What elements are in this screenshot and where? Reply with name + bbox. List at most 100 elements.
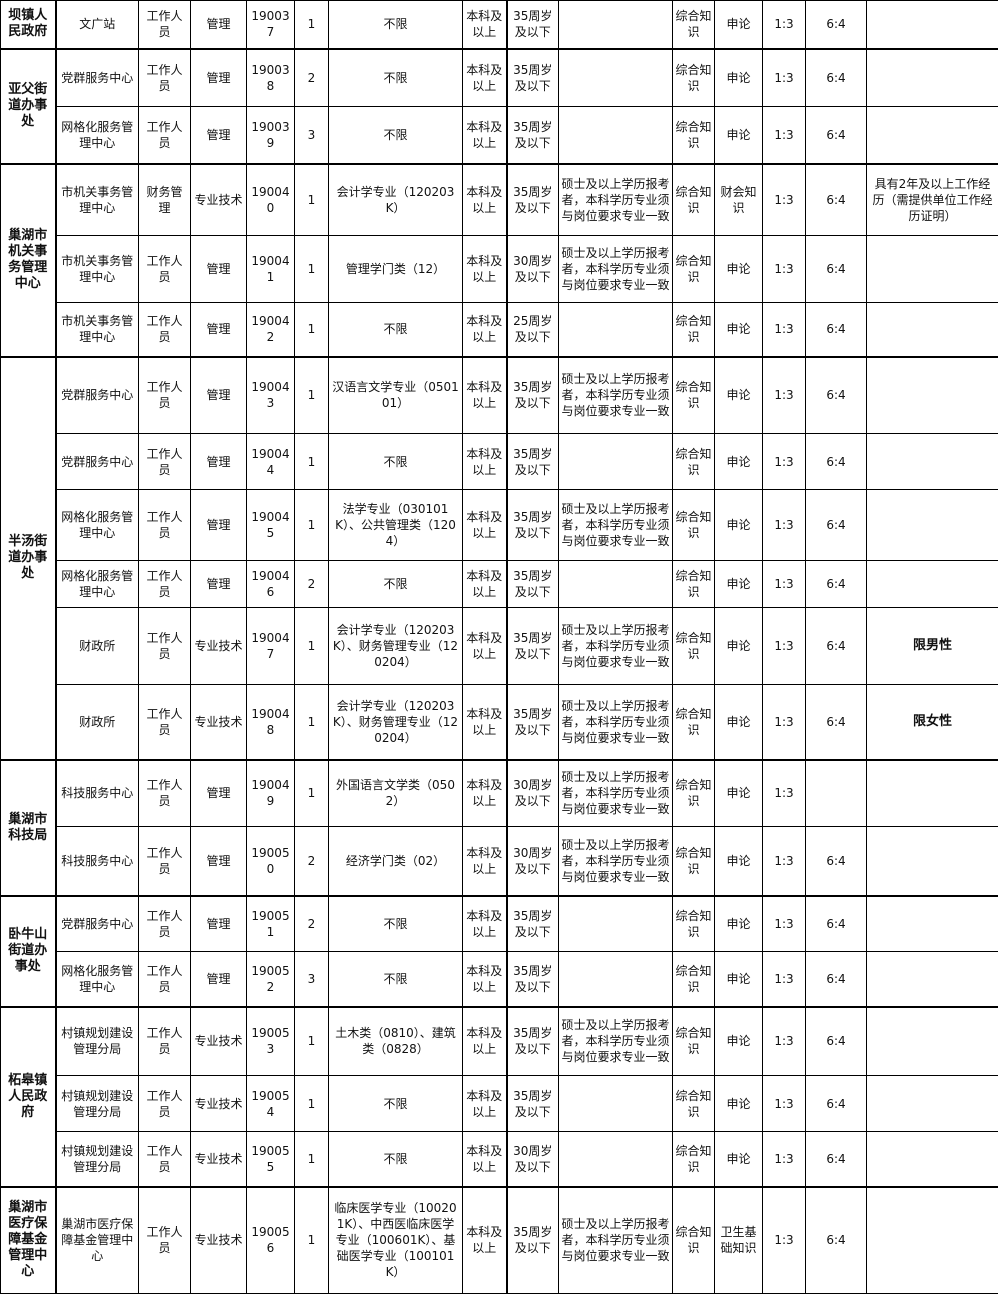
cell-exam2: 申论 xyxy=(715,107,763,164)
cell-num: 1 xyxy=(295,434,329,490)
cell-remark: 具有2年及以上工作经历（需提供单位工作经历证明） xyxy=(867,164,998,236)
cell-weight: 6:4 xyxy=(806,490,867,561)
cell-remark xyxy=(867,760,998,827)
cell-code: 190040 xyxy=(247,164,295,236)
cell-exam1: 综合知识 xyxy=(673,49,715,107)
cell-remark: 限女性 xyxy=(867,685,998,760)
cell-age: 35周岁及以下 xyxy=(507,357,559,434)
cell-weight: 6:4 xyxy=(806,236,867,303)
cell-code: 190037 xyxy=(247,1,295,49)
cell-exam2: 申论 xyxy=(715,896,763,952)
cell-type: 专业技术 xyxy=(191,1007,247,1076)
cell-age: 30周岁及以下 xyxy=(507,236,559,303)
cell-remark xyxy=(867,1132,998,1187)
cell-weight: 6:4 xyxy=(806,1076,867,1132)
cell-code: 190041 xyxy=(247,236,295,303)
cell-post: 工作人员 xyxy=(139,1,191,49)
cell-exam1: 综合知识 xyxy=(673,685,715,760)
cell-ratio: 1:3 xyxy=(763,896,806,952)
cell-exam2: 申论 xyxy=(715,434,763,490)
cell-other xyxy=(559,1132,673,1187)
cell-ratio: 1:3 xyxy=(763,760,806,827)
cell-remark xyxy=(867,1076,998,1132)
cell-remark xyxy=(867,434,998,490)
cell-remark: 限男性 xyxy=(867,608,998,685)
cell-type: 管理 xyxy=(191,1,247,49)
cell-edu: 本科及以上 xyxy=(463,827,507,896)
cell-num: 2 xyxy=(295,896,329,952)
cell-ratio: 1:3 xyxy=(763,1,806,49)
cell-num: 1 xyxy=(295,490,329,561)
cell-weight: 6:4 xyxy=(806,164,867,236)
cell-weight: 6:4 xyxy=(806,1,867,49)
cell-num: 1 xyxy=(295,164,329,236)
cell-other: 硕士及以上学历报考者，本科学历专业须与岗位要求专业一致 xyxy=(559,357,673,434)
cell-post: 工作人员 xyxy=(139,1076,191,1132)
cell-weight: 6:4 xyxy=(806,1132,867,1187)
cell-dept: 党群服务中心 xyxy=(56,357,139,434)
cell-post: 工作人员 xyxy=(139,434,191,490)
cell-age: 35周岁及以下 xyxy=(507,1076,559,1132)
cell-num: 2 xyxy=(295,49,329,107)
cell-num: 1 xyxy=(295,357,329,434)
cell-other xyxy=(559,303,673,357)
cell-other xyxy=(559,1076,673,1132)
cell-age: 35周岁及以下 xyxy=(507,1187,559,1294)
cell-post: 工作人员 xyxy=(139,608,191,685)
cell-type: 管理 xyxy=(191,561,247,608)
cell-weight: 6:4 xyxy=(806,896,867,952)
cell-major: 经济学门类（02） xyxy=(329,827,463,896)
cell-post: 工作人员 xyxy=(139,952,191,1007)
cell-type: 管理 xyxy=(191,490,247,561)
cell-code: 190053 xyxy=(247,1007,295,1076)
cell-exam1: 综合知识 xyxy=(673,236,715,303)
cell-age: 30周岁及以下 xyxy=(507,760,559,827)
cell-remark xyxy=(867,236,998,303)
cell-post: 工作人员 xyxy=(139,236,191,303)
cell-other xyxy=(559,107,673,164)
cell-dept: 网格化服务管理中心 xyxy=(56,490,139,561)
cell-edu: 本科及以上 xyxy=(463,561,507,608)
cell-code: 190043 xyxy=(247,357,295,434)
cell-type: 管理 xyxy=(191,303,247,357)
cell-code: 190047 xyxy=(247,608,295,685)
cell-weight: 6:4 xyxy=(806,357,867,434)
cell-exam2: 申论 xyxy=(715,1132,763,1187)
cell-exam1: 综合知识 xyxy=(673,1132,715,1187)
cell-edu: 本科及以上 xyxy=(463,952,507,1007)
cell-code: 190055 xyxy=(247,1132,295,1187)
cell-post: 工作人员 xyxy=(139,107,191,164)
cell-other: 硕士及以上学历报考者，本科学历专业须与岗位要求专业一致 xyxy=(559,236,673,303)
cell-major: 不限 xyxy=(329,1132,463,1187)
cell-edu: 本科及以上 xyxy=(463,303,507,357)
cell-weight: 6:4 xyxy=(806,49,867,107)
cell-edu: 本科及以上 xyxy=(463,608,507,685)
cell-age: 30周岁及以下 xyxy=(507,1132,559,1187)
cell-edu: 本科及以上 xyxy=(463,1007,507,1076)
cell-post: 工作人员 xyxy=(139,49,191,107)
cell-dept: 党群服务中心 xyxy=(56,434,139,490)
cell-major: 临床医学专业（100201K）、中西医临床医学专业（100601K）、基础医学专… xyxy=(329,1187,463,1294)
cell-age: 35周岁及以下 xyxy=(507,49,559,107)
cell-dept: 村镇规划建设管理分局 xyxy=(56,1076,139,1132)
cell-major: 土木类（0810）、建筑类（0828） xyxy=(329,1007,463,1076)
cell-other xyxy=(559,1,673,49)
cell-age: 30周岁及以下 xyxy=(507,827,559,896)
cell-edu: 本科及以上 xyxy=(463,760,507,827)
cell-other xyxy=(559,49,673,107)
cell-dept: 网格化服务管理中心 xyxy=(56,952,139,1007)
cell-code: 190048 xyxy=(247,685,295,760)
cell-num: 1 xyxy=(295,1,329,49)
cell-exam1: 综合知识 xyxy=(673,490,715,561)
cell-post: 工作人员 xyxy=(139,1187,191,1294)
cell-major: 不限 xyxy=(329,1076,463,1132)
cell-major: 法学专业（030101K）、公共管理类（1204） xyxy=(329,490,463,561)
cell-type: 专业技术 xyxy=(191,685,247,760)
cell-exam2: 申论 xyxy=(715,1,763,49)
cell-type: 管理 xyxy=(191,107,247,164)
cell-age: 35周岁及以下 xyxy=(507,1,559,49)
